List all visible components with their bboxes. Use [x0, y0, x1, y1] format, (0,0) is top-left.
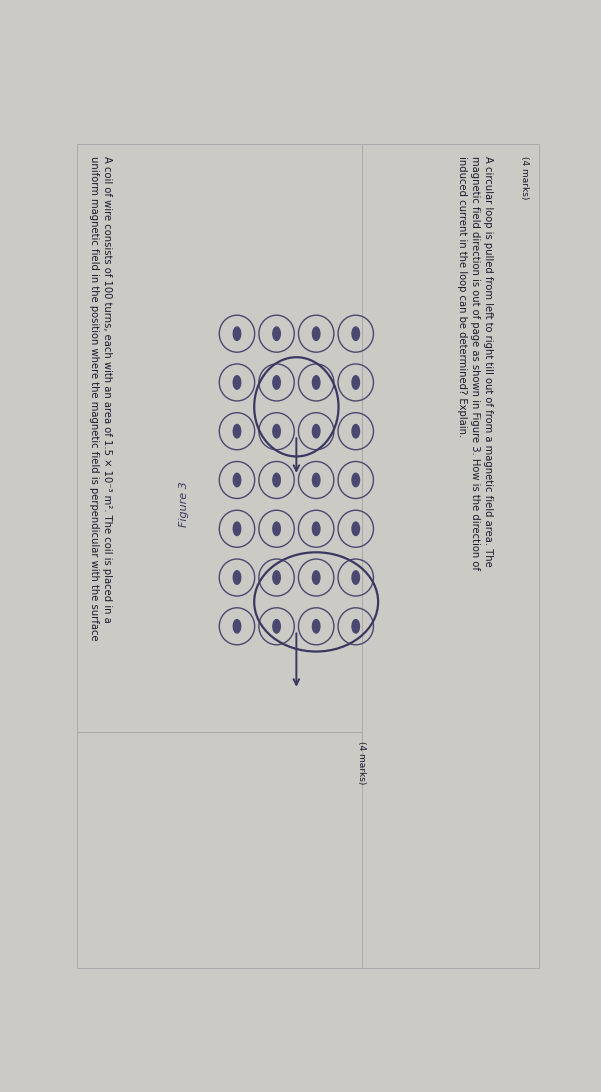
Circle shape [233, 327, 241, 341]
Circle shape [352, 473, 359, 487]
Circle shape [313, 522, 320, 535]
Circle shape [313, 376, 320, 389]
Text: (4 marks): (4 marks) [520, 156, 529, 200]
Circle shape [352, 522, 359, 535]
Text: (4 marks): (4 marks) [357, 740, 366, 784]
Text: Figure 3: Figure 3 [178, 482, 189, 527]
Circle shape [313, 425, 320, 438]
Circle shape [273, 571, 280, 584]
Circle shape [233, 571, 241, 584]
Circle shape [273, 376, 280, 389]
Circle shape [233, 376, 241, 389]
Circle shape [273, 327, 280, 341]
Circle shape [313, 327, 320, 341]
Circle shape [233, 522, 241, 535]
Circle shape [273, 522, 280, 535]
Circle shape [313, 619, 320, 633]
Circle shape [352, 376, 359, 389]
Circle shape [273, 619, 280, 633]
Circle shape [233, 473, 241, 487]
Text: A circular loop is pulled from left to right till out of from a magnetic field a: A circular loop is pulled from left to r… [457, 156, 493, 570]
Circle shape [352, 327, 359, 341]
Circle shape [273, 425, 280, 438]
Circle shape [313, 473, 320, 487]
Circle shape [352, 571, 359, 584]
Text: A coil of wire consists of 100 turns, each with an area of 1.5 × 10⁻³ m². The co: A coil of wire consists of 100 turns, ea… [89, 156, 112, 641]
Circle shape [352, 619, 359, 633]
Circle shape [233, 425, 241, 438]
Circle shape [273, 473, 280, 487]
Circle shape [352, 425, 359, 438]
Circle shape [313, 571, 320, 584]
Circle shape [233, 619, 241, 633]
